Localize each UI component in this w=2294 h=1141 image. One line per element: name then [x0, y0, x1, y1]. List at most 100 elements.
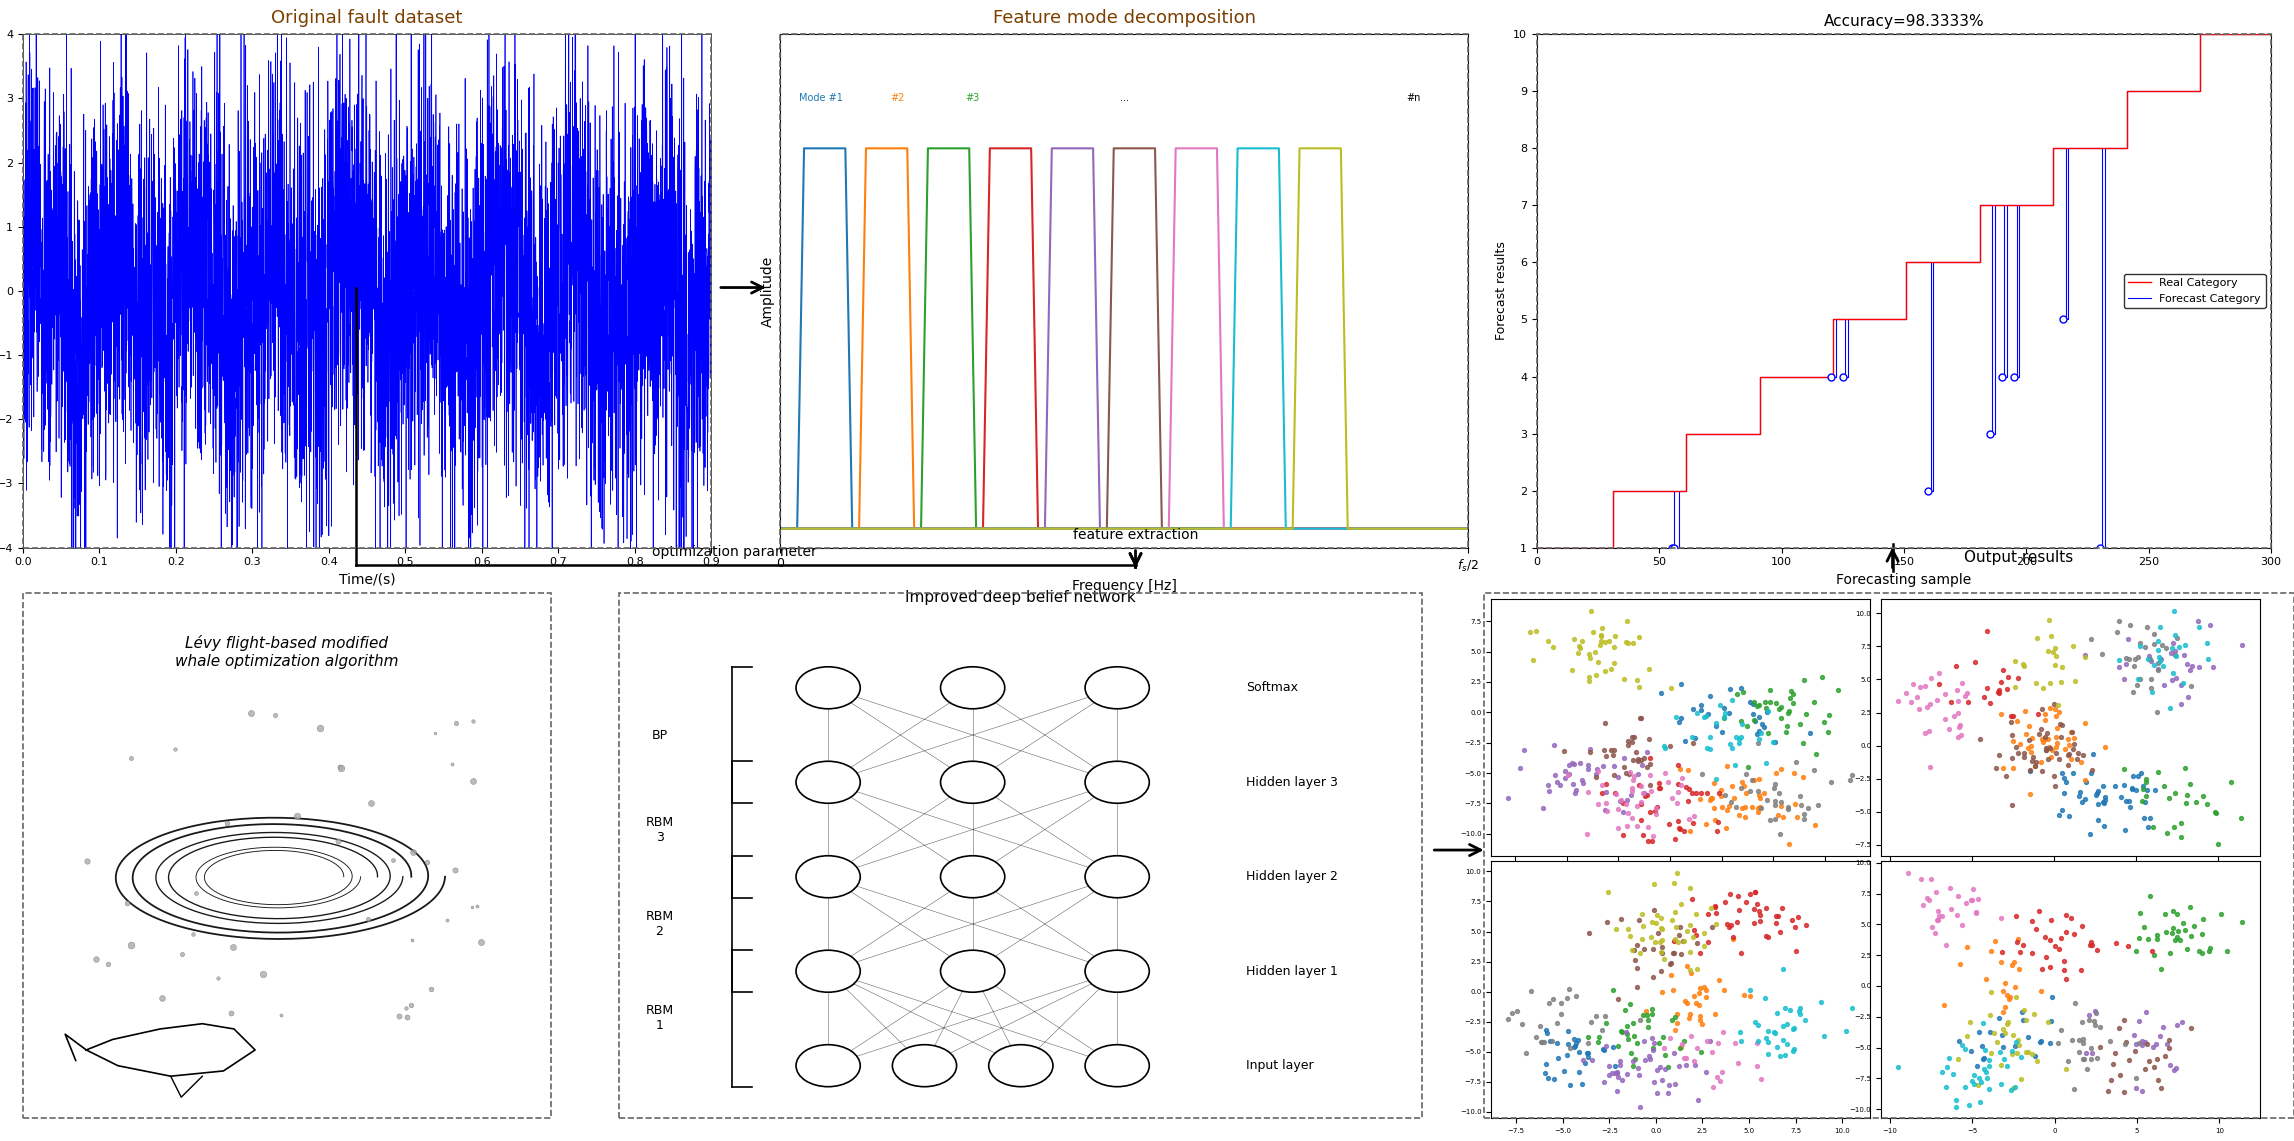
Point [1954, 880, 1991, 898]
Point [1911, 890, 1948, 908]
Point [2028, 739, 2065, 758]
Point [2026, 711, 2062, 729]
Point [2136, 946, 2172, 964]
Point [2122, 637, 2159, 655]
Point [2129, 818, 2166, 836]
Point [2154, 671, 2191, 689]
Point [1739, 896, 1776, 914]
Point [2003, 1047, 2039, 1066]
Point [1505, 742, 1542, 760]
Point [1636, 1074, 1672, 1092]
Point [1594, 981, 1631, 1000]
Point [1530, 994, 1567, 1012]
Point [1757, 914, 1794, 932]
Point [2152, 1057, 2188, 1075]
Point [1677, 729, 1714, 747]
Point [1643, 920, 1679, 938]
Point [1587, 783, 1624, 801]
Point [1643, 938, 1679, 956]
Point [1491, 1010, 1528, 1028]
Point [1526, 1063, 1562, 1082]
Point [1762, 798, 1798, 816]
Point [1759, 784, 1796, 802]
Real Category [1959, 256, 1987, 269]
Point [1686, 978, 1723, 996]
Point [1776, 1020, 1812, 1038]
Point [1571, 743, 1608, 761]
Point [1954, 1066, 1991, 1084]
Point [2092, 1031, 2129, 1050]
Point [1748, 703, 1785, 721]
Point [1512, 623, 1548, 641]
Text: BP: BP [651, 729, 668, 742]
Point [1989, 669, 2026, 687]
Point [1560, 645, 1597, 663]
Point [1624, 755, 1661, 774]
Point [1672, 944, 1709, 962]
Point [2163, 1013, 2200, 1031]
Point [1748, 791, 1785, 809]
Point [2138, 926, 2175, 945]
Point [2085, 793, 2122, 811]
Point [1938, 657, 1975, 675]
Point [1773, 681, 1810, 699]
Point [1709, 915, 1746, 933]
Text: Lévy flight-based modified
whale optimization algorithm: Lévy flight-based modified whale optimiz… [174, 636, 399, 669]
Point [1831, 771, 1867, 790]
Point [1691, 705, 1727, 723]
Point [1785, 768, 1821, 786]
Point [1998, 933, 2035, 952]
Point [1599, 1037, 1636, 1055]
Point [1622, 793, 1659, 811]
Point [1578, 760, 1615, 778]
Point [2062, 753, 2099, 771]
Point [1560, 1030, 1597, 1049]
Text: RBM
2: RBM 2 [645, 911, 674, 938]
Point [1608, 817, 1645, 835]
Point [1569, 783, 1606, 801]
Point [2124, 917, 2161, 936]
Point [1597, 628, 1633, 646]
Point [2028, 929, 2065, 947]
Point [1725, 682, 1762, 701]
Point [1684, 764, 1720, 783]
Point [1682, 985, 1718, 1003]
Point [1684, 1015, 1720, 1034]
Point [1982, 672, 2019, 690]
Point [1587, 776, 1624, 794]
Point [2044, 1021, 2081, 1039]
Point [2202, 905, 2239, 923]
Point [1918, 691, 1954, 710]
Point [1636, 940, 1672, 958]
Point [1661, 917, 1698, 936]
Point [1631, 1018, 1668, 1036]
Point [1757, 810, 1794, 828]
Point [1617, 1050, 1654, 1068]
Point [1661, 760, 1698, 778]
Point [1704, 1023, 1741, 1042]
Point [1610, 736, 1647, 754]
Point [2147, 639, 2184, 657]
Point [1656, 1021, 1693, 1039]
Point [2122, 904, 2159, 922]
Point [1617, 796, 1654, 815]
Point [1675, 807, 1711, 825]
Point [1743, 715, 1780, 734]
Point [2120, 929, 2156, 947]
Point [2152, 698, 2188, 717]
Point [2005, 1001, 2042, 1019]
Point [1698, 897, 1734, 915]
Point [2138, 1035, 2175, 1053]
Real Category [2191, 27, 2218, 41]
Point [1601, 792, 1638, 810]
Point [2014, 912, 2051, 930]
Point [1732, 980, 1769, 998]
Point [2094, 1055, 2131, 1074]
Point [2131, 650, 2168, 669]
Point [1835, 998, 1872, 1017]
Point [2163, 675, 2200, 694]
Point [1688, 988, 1725, 1006]
Point [1698, 898, 1734, 916]
Point [2193, 939, 2230, 957]
Point [2122, 1012, 2159, 1030]
